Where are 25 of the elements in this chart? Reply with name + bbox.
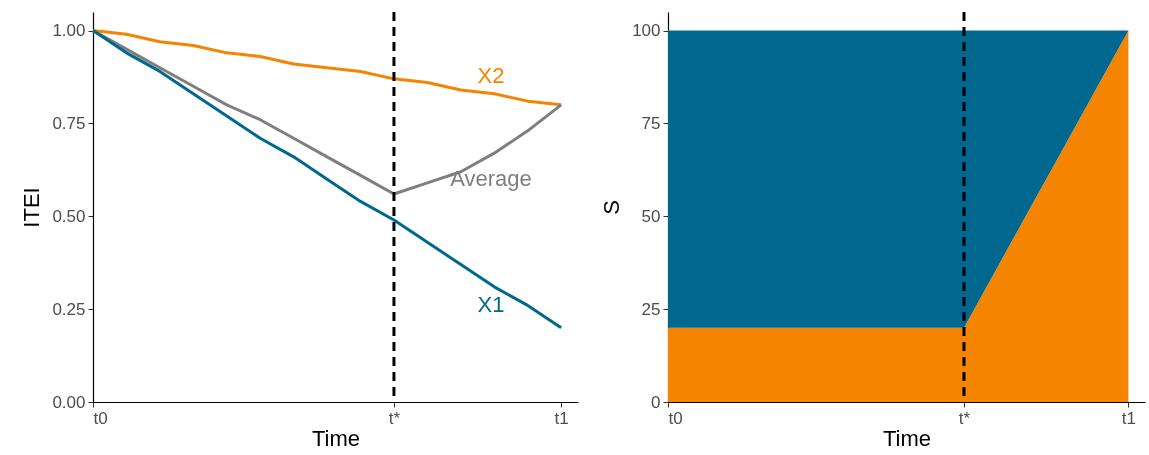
series-label: Average <box>450 166 532 191</box>
y-axis-title: ITEI <box>19 187 45 228</box>
y-tick-label: 0.25 <box>52 299 86 319</box>
y-tick-label: 50 <box>641 206 661 226</box>
y-tick-label: 0.00 <box>52 392 86 412</box>
x-tick-label: t* <box>958 408 971 428</box>
y-tick-label: 0 <box>651 392 661 412</box>
x-tick-label: t0 <box>93 408 108 428</box>
line-series <box>91 29 563 107</box>
series-label: X2 <box>477 63 505 89</box>
y-tick-label: 25 <box>641 299 661 319</box>
x-tick-label: t1 <box>1121 408 1137 428</box>
line-series <box>91 29 563 330</box>
x-axis-title: Time <box>882 425 932 451</box>
y-tick-label: 75 <box>641 113 661 133</box>
y-axis-title: S <box>599 200 625 215</box>
x-tick-label: t0 <box>668 408 683 428</box>
y-tick-label: 100 <box>632 21 661 41</box>
x-tick-label: t* <box>388 408 401 428</box>
x-tick-label: t1 <box>554 408 569 428</box>
y-tick-label: 1.00 <box>52 21 86 41</box>
y-tick-label: 0.75 <box>52 113 86 133</box>
x-axis-title: Time <box>311 425 361 451</box>
y-tick-label: 0.50 <box>52 206 86 226</box>
series-label: X1 <box>477 291 505 317</box>
